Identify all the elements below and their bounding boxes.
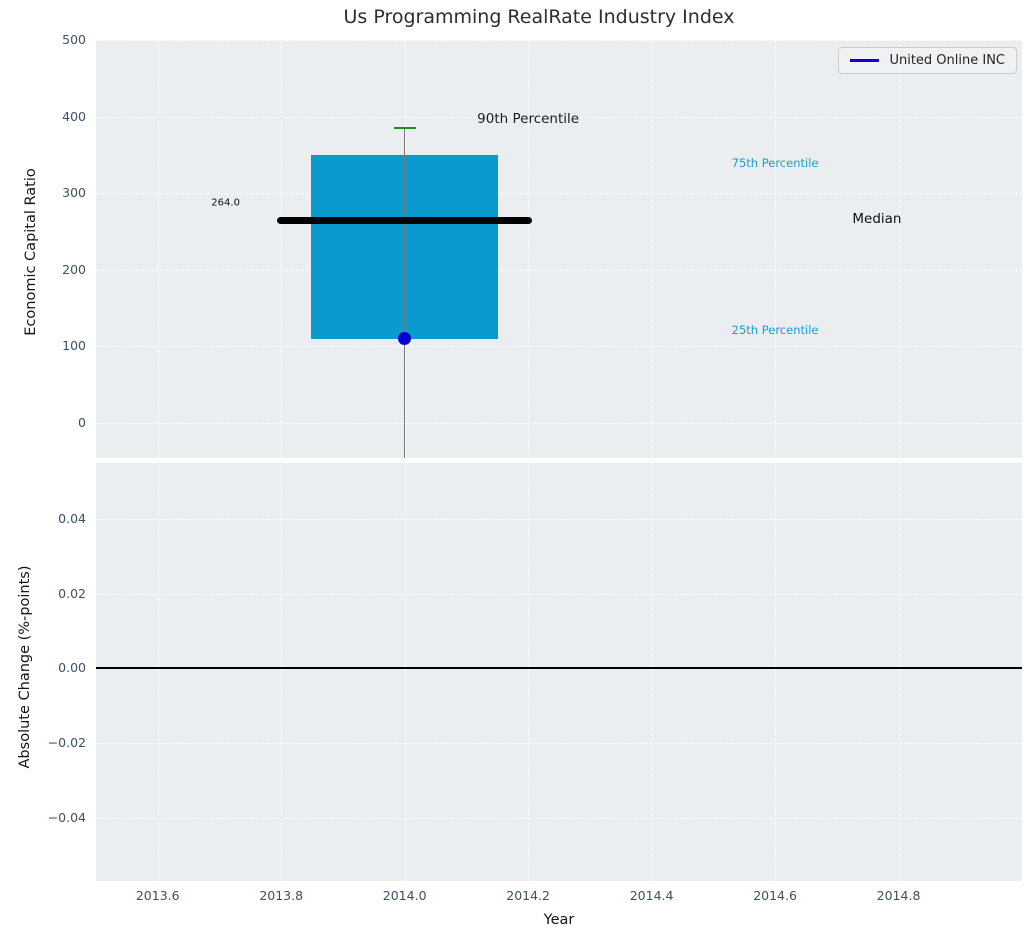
- vertical-gridline: [651, 463, 653, 881]
- vertical-gridline: [651, 40, 653, 458]
- annotation-264-0: 264.0: [211, 197, 240, 209]
- vertical-gridline: [898, 463, 900, 881]
- bottom-axes-plot: [96, 463, 1022, 881]
- vertical-gridline: [528, 463, 530, 881]
- y-tick-label-top: 100: [62, 338, 86, 354]
- y-tick-label-bottom: −0.02: [47, 734, 86, 750]
- vertical-gridline: [281, 463, 283, 881]
- vertical-gridline: [157, 40, 159, 458]
- y-tick-label-top: 400: [62, 108, 86, 124]
- annotation-90th-percentile: 90th Percentile: [477, 110, 580, 127]
- x-tick-label: 2014.2: [506, 888, 550, 903]
- x-tick-label: 2014.4: [629, 888, 674, 903]
- vertical-gridline: [775, 40, 777, 458]
- zero-change-line: [96, 667, 1022, 670]
- annotation-median: Median: [852, 211, 902, 228]
- vertical-gridline: [281, 40, 283, 458]
- horizontal-gridline: [96, 269, 1022, 271]
- horizontal-gridline: [96, 593, 1022, 595]
- vertical-gridline: [898, 40, 900, 458]
- x-tick-label: 2013.8: [259, 888, 304, 903]
- whisker-line: [403, 128, 406, 458]
- p90-cap: [393, 126, 416, 130]
- annotation-75th-percentile: 75th Percentile: [731, 156, 819, 171]
- vertical-gridline: [528, 40, 530, 458]
- xlabel-year: Year: [543, 912, 575, 928]
- company-value-dot: [398, 332, 412, 346]
- x-tick-label: 2014.8: [876, 888, 921, 903]
- horizontal-gridline: [96, 346, 1022, 348]
- horizontal-gridline: [96, 193, 1022, 195]
- annotation-25th-percentile: 25th Percentile: [731, 323, 819, 338]
- vertical-gridline: [775, 463, 777, 881]
- legend: United Online INC: [838, 47, 1017, 74]
- y-tick-label-top: 0: [78, 414, 86, 430]
- y-tick-label-top: 500: [62, 32, 86, 47]
- horizontal-gridline: [96, 422, 1022, 424]
- x-tick-label: 2014.6: [753, 888, 797, 903]
- y-tick-label-top: 200: [62, 261, 86, 277]
- horizontal-gridline: [96, 40, 1022, 41]
- x-tick-label: 2013.6: [135, 888, 180, 903]
- chart-title: Us Programming RealRate Industry Index: [343, 6, 735, 28]
- y-tick-label-bottom: 0.02: [58, 585, 86, 601]
- y-tick-label-bottom: 0.00: [58, 660, 86, 676]
- top-axes-plot: 90th Percentile 75th Percentile Median 25th…: [96, 40, 1022, 458]
- vertical-gridline: [157, 463, 159, 881]
- y-tick-label-top: 300: [62, 185, 86, 201]
- median-line: [277, 217, 532, 225]
- horizontal-gridline: [96, 116, 1022, 118]
- y-tick-label-bottom: 0.04: [58, 510, 86, 526]
- vertical-gridline: [404, 463, 406, 881]
- horizontal-gridline: [96, 817, 1022, 819]
- horizontal-gridline: [96, 742, 1022, 744]
- legend-label: United Online INC: [889, 53, 1005, 68]
- x-tick-label: 2014.0: [382, 888, 427, 903]
- horizontal-gridline: [96, 518, 1022, 520]
- legend-line-icon: [850, 59, 880, 62]
- y-tick-label-bottom: −0.04: [47, 809, 86, 825]
